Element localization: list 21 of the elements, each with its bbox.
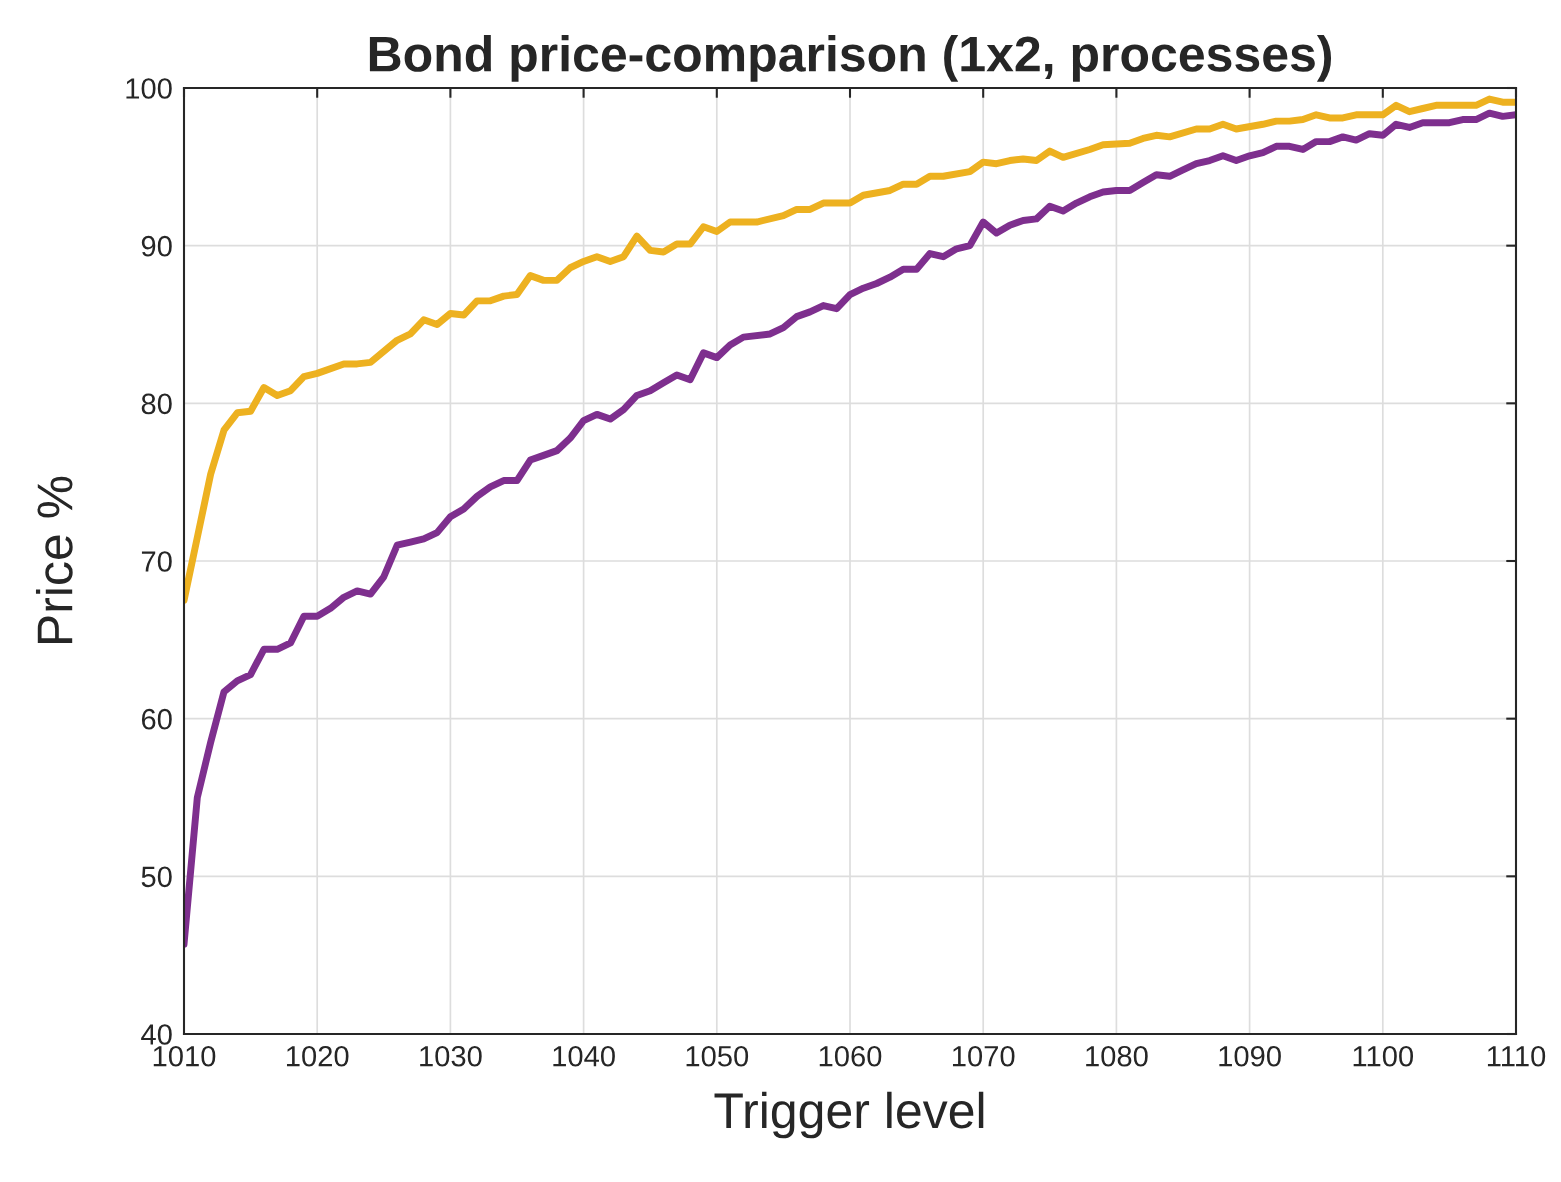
y-tick-label: 60	[141, 708, 172, 730]
y-tick-label: 70	[141, 551, 172, 572]
x-tick-label: 1110	[1487, 1045, 1546, 1067]
x-tick-label: 1030	[420, 1045, 482, 1067]
y-tick-label: 40	[141, 1024, 172, 1045]
x-tick-label: 1070	[952, 1045, 1015, 1067]
x-tick-label: 1100	[1353, 1045, 1414, 1067]
y-tick-label: 80	[141, 393, 172, 415]
x-axis-title: Trigger level	[714, 1091, 984, 1139]
chart-title: Bond price-comparison (1x2, processes)	[369, 35, 1332, 82]
y-tick-label: 100	[126, 78, 172, 99]
x-tick-label: 1010	[153, 1045, 216, 1067]
x-tick-label: 1090	[1219, 1045, 1281, 1067]
x-tick-label: 1020	[286, 1045, 349, 1067]
x-tick-label: 1080	[1086, 1045, 1148, 1067]
y-axis-title: Price %	[35, 476, 73, 644]
y-tick-label: 90	[141, 235, 172, 257]
x-tick-label: 1040	[553, 1045, 615, 1067]
x-tick-label: 1050	[686, 1045, 749, 1067]
x-tick-label: 1060	[819, 1045, 882, 1067]
y-tick-label: 50	[141, 866, 172, 888]
